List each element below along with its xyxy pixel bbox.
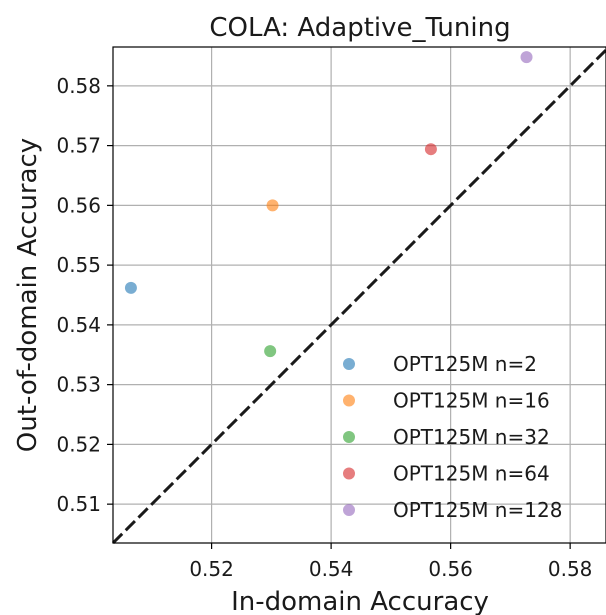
y-tick-label: 0.51: [56, 492, 101, 516]
y-tick-label: 0.58: [56, 74, 101, 98]
y-tick-label: 0.55: [56, 253, 101, 277]
data-point-series-4: [424, 143, 437, 156]
y-axis-label: Out-of-domain Accuracy: [13, 138, 43, 452]
x-tick-label: 0.56: [428, 557, 473, 581]
y-tick-label: 0.54: [56, 313, 101, 337]
grid-lines: [113, 47, 606, 543]
legend-marker: [343, 467, 355, 480]
plot-frame: [112, 46, 606, 544]
legend-marker: [343, 504, 355, 516]
data-point-series-5: [520, 51, 533, 64]
legend-marker: [343, 394, 355, 407]
y-tick-label: 0.56: [56, 193, 101, 217]
x-tick-label: 0.54: [309, 557, 354, 581]
data-points: [124, 51, 533, 358]
legend-label: OPT125M n=32: [393, 425, 550, 449]
data-point-series-3: [264, 345, 277, 358]
data-point-series-1: [124, 281, 137, 294]
legend-marker: [343, 358, 355, 370]
legend-label: OPT125M n=2: [393, 352, 537, 376]
data-point-series-2: [266, 199, 279, 212]
legend: OPT125M n=2 OPT125M n=16 OPT125M n=32 OPT12…: [343, 352, 562, 522]
y-tick-label: 0.53: [56, 373, 101, 397]
y-axis-ticks: 0.51 0.52 0.53 0.54 0.55 0.56 0.57 0.58: [56, 74, 113, 516]
x-axis-label: In-domain Accuracy: [231, 587, 489, 615]
x-tick-label: 0.52: [189, 557, 234, 581]
diagonal-reference-line: [111, 48, 606, 545]
chart-title: COLA: Adaptive_Tuning: [209, 13, 510, 43]
y-tick-label: 0.57: [56, 134, 101, 158]
x-tick-label: 0.58: [548, 557, 593, 581]
reference-line-layer: [111, 48, 606, 545]
y-tick-label: 0.52: [56, 432, 101, 456]
legend-label: OPT125M n=16: [393, 389, 550, 413]
legend-label: OPT125M n=128: [393, 498, 562, 522]
x-axis-ticks: 0.52 0.54 0.56 0.58: [189, 543, 592, 581]
legend-marker: [343, 431, 355, 443]
legend-label: OPT125M n=64: [393, 462, 550, 486]
